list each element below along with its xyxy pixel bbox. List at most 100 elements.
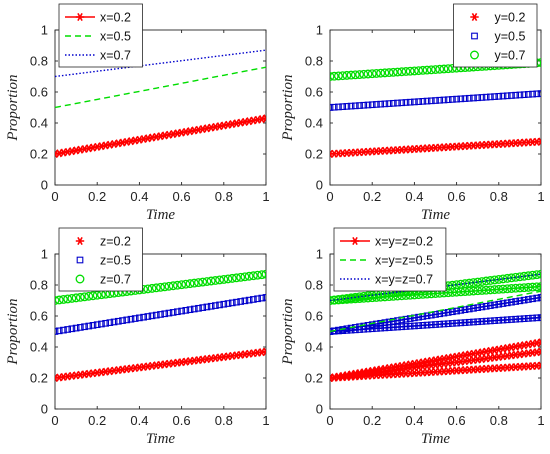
data-point-2-23 — [147, 283, 157, 293]
data-point-o5-18 — [401, 291, 411, 300]
x-tick-label: 0.6 — [448, 189, 466, 204]
data-point-1-22 — [419, 98, 427, 105]
legend-label: x=0.2 — [100, 11, 131, 25]
data-point-2-4 — [342, 70, 352, 80]
chart-panel-3: 0 0.2 0.4 0.6 0.8 1 0 0.2 0.4 0.6 0.8 1 Time Proporti… — [5, 227, 270, 447]
data-point-1-19 — [131, 315, 139, 322]
data-point-2-6 — [350, 70, 360, 80]
x-axis-title: Time — [421, 207, 451, 223]
data-point-o2-18 — [402, 315, 410, 323]
data-point-o3-19 — [406, 322, 414, 330]
data-point-o4-35 — [473, 277, 483, 287]
x-axis-title: Time — [146, 207, 176, 223]
data-point-1-44 — [512, 91, 520, 99]
data-point-o5-34 — [469, 286, 478, 296]
data-point-o4-36 — [477, 277, 487, 286]
data-point-1-31 — [457, 95, 465, 103]
data-point-o5-38 — [485, 285, 495, 295]
data-point-o3-35 — [474, 318, 482, 326]
legend: x=y=z=0.2 x=y=z=0.5 x=y=z=0.7 — [333, 227, 447, 292]
x-tick-label: 0.8 — [490, 189, 508, 204]
data-point-o2-29 — [449, 308, 456, 316]
data-point-o3-27 — [440, 320, 448, 328]
y-tick-label: 0 — [41, 178, 48, 193]
data-point-o3-9 — [364, 325, 372, 333]
data-point-2-37 — [206, 276, 216, 286]
data-point-o3-46 — [520, 315, 528, 323]
y-tick-label: 1 — [41, 247, 48, 262]
data-point-1-25 — [157, 311, 164, 318]
data-point-o5-31 — [456, 287, 466, 297]
data-point-1-6 — [76, 324, 84, 331]
x-axis-title: Time — [146, 431, 176, 447]
data-point-o5-16 — [393, 291, 402, 301]
data-point-o2-10 — [368, 321, 376, 329]
data-point-o2-34 — [470, 304, 477, 312]
data-point-1-46 — [520, 91, 528, 99]
data-point-o3-42 — [503, 316, 511, 324]
y-tick-label: 0.4 — [30, 340, 48, 355]
data-point-o4-46 — [519, 271, 529, 281]
data-point-o4-45 — [515, 272, 525, 282]
data-point-o5-37 — [481, 285, 491, 295]
data-point-o2-12 — [377, 319, 384, 327]
data-point-2-34 — [194, 278, 203, 288]
data-point-2-46 — [244, 271, 254, 281]
x-tick-label: 0.6 — [173, 189, 191, 204]
data-point-2-20 — [409, 66, 419, 76]
data-point-2-10 — [92, 290, 102, 300]
legend-label: y=0.5 — [495, 30, 526, 44]
legend: y=0.2 y=0.5 y=0.7 — [453, 3, 538, 68]
data-point-1-47 — [249, 296, 257, 303]
data-point-2-10 — [367, 69, 377, 79]
data-point-1-17 — [398, 99, 406, 107]
data-point-1-2 — [335, 103, 342, 111]
data-point-1-35 — [199, 304, 207, 311]
data-point-o3-21 — [415, 322, 422, 329]
y-tick-label: 0.4 — [305, 116, 323, 131]
x-tick-label: 0.8 — [215, 189, 233, 204]
data-point-o5-3 — [338, 295, 348, 305]
data-point-o5-4 — [342, 294, 352, 304]
x-tick-label: 0.4 — [130, 189, 148, 204]
data-point-o3-8 — [360, 325, 368, 333]
legend-label: x=y=z=0.2 — [375, 235, 433, 249]
data-point-2-19 — [405, 66, 415, 76]
data-point-1-2 — [60, 326, 67, 334]
data-point-1-10 — [93, 321, 101, 329]
data-point-1-3 — [339, 103, 347, 111]
data-point-2-28 — [443, 64, 453, 74]
data-point-o3-18 — [402, 323, 410, 330]
x-tick-label: 0.8 — [490, 413, 508, 428]
x-tick-label: 0.2 — [88, 413, 106, 428]
data-point-2-48 — [253, 270, 263, 280]
data-point-2-13 — [380, 68, 390, 78]
y-tick-label: 1 — [41, 23, 48, 38]
data-point-o3-33 — [465, 318, 473, 326]
legend-label: z=0.7 — [100, 273, 131, 287]
data-point-o3-34 — [470, 318, 477, 326]
data-point-1-50 — [537, 90, 541, 97]
data-point-o3-25 — [432, 321, 439, 328]
x-tick-label: 0.4 — [130, 413, 148, 428]
legend-label: x=y=z=0.5 — [375, 254, 433, 268]
data-point-2-8 — [84, 291, 94, 301]
data-point-1-40 — [495, 92, 503, 100]
data-point-1-9 — [89, 322, 97, 329]
data-point-1-1 — [330, 103, 338, 111]
data-point-1-27 — [165, 309, 173, 317]
data-point-o2-35 — [474, 304, 482, 311]
data-point-1-5 — [72, 324, 80, 332]
data-point-1-45 — [241, 297, 249, 305]
series-group — [55, 269, 266, 383]
data-point-o2-23 — [423, 312, 431, 320]
y-axis-title: Proportion — [5, 298, 21, 365]
legend-swatch-marker — [470, 12, 479, 22]
data-point-o2-38 — [487, 302, 494, 309]
data-point-1-29 — [174, 308, 181, 316]
data-point-2-30 — [177, 280, 187, 290]
data-point-o5-13 — [380, 292, 390, 302]
data-point-o2-41 — [499, 300, 507, 307]
y-axis-title: Proportion — [280, 298, 296, 365]
data-point-o3-32 — [461, 319, 469, 326]
